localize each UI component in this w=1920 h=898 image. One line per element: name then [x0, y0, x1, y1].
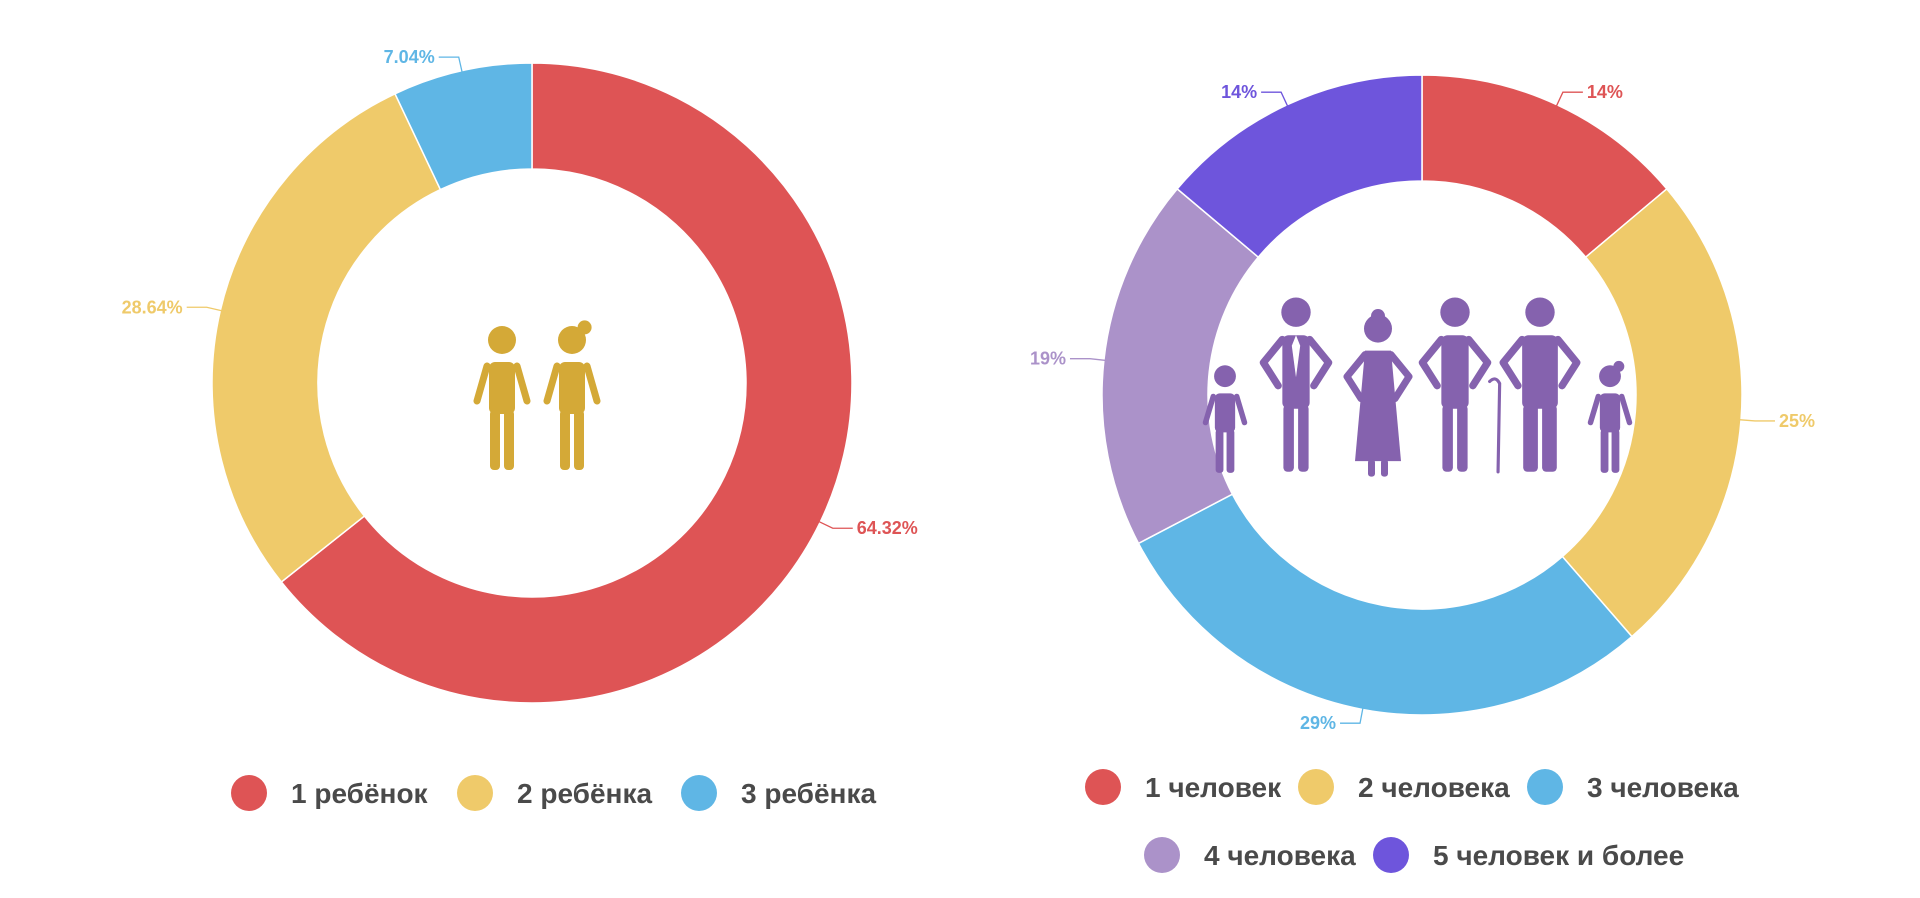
household-slice-4[interactable]: [1101, 187, 1260, 545]
household-data-label-1: 14%: [1587, 82, 1623, 102]
children-legend-swatch-3: [681, 775, 717, 811]
household-legend-label-2: 2 человека: [1358, 772, 1510, 803]
household-data-label-5: 14%: [1221, 82, 1257, 102]
family-figure-4: [1418, 297, 1502, 474]
children-legend-swatch-1: [231, 775, 267, 811]
children-legend: 1 ребёнок 2 ребёнка 3 ребёнка: [231, 775, 876, 811]
child-figure-1: [473, 326, 531, 470]
children-donut-chart: 64.32% 28.64% 7.04%: [122, 47, 918, 704]
household-legend-label-5: 5 человек и более: [1433, 840, 1684, 871]
household-legend-label-3: 3 человека: [1587, 772, 1739, 803]
household-slice-3[interactable]: [1137, 493, 1633, 716]
household-leader-line-2: [1738, 419, 1775, 422]
household-slice-2[interactable]: [1561, 187, 1743, 638]
household-legend-swatch-5: [1373, 837, 1409, 873]
family-group-icon: [1202, 297, 1633, 477]
children-leader-line-2: [186, 306, 223, 312]
household-legend-label-4: 4 человека: [1204, 840, 1356, 871]
household-data-label-4: 19%: [1030, 349, 1066, 369]
household-data-label-3: 29%: [1300, 713, 1336, 733]
children-legend-item-2-rebenka[interactable]: 2 ребёнка: [457, 775, 652, 811]
household-slice-5[interactable]: [1176, 74, 1423, 259]
children-slice-1[interactable]: [280, 62, 853, 704]
children-slice-2[interactable]: [211, 92, 442, 584]
household-legend-item-4-cheloveka[interactable]: 4 человека: [1144, 837, 1356, 873]
children-legend-label-1: 1 ребёнок: [291, 778, 429, 809]
household-legend-item-2-cheloveka[interactable]: 2 человека: [1298, 769, 1510, 805]
household-leader-line-4: [1069, 358, 1106, 362]
household-legend: 1 человек 2 человека 3 человека 4 человека 5…: [1085, 769, 1739, 873]
household-legend-swatch-2: [1298, 769, 1334, 805]
children-data-label-3: 7.04%: [384, 47, 435, 67]
household-leader-line-5: [1261, 91, 1289, 107]
children-slice-3[interactable]: [394, 62, 533, 191]
children-legend-item-3-rebenka[interactable]: 3 ребёнка: [681, 775, 876, 811]
household-legend-swatch-1: [1085, 769, 1121, 805]
children-data-label-1: 64.32%: [857, 518, 918, 538]
household-data-label-2: 25%: [1779, 411, 1815, 431]
family-figure-3: [1343, 309, 1413, 477]
children-legend-label-3: 3 ребёнка: [741, 778, 876, 809]
children-leader-line-3: [438, 56, 463, 73]
family-figure-2: [1259, 297, 1333, 472]
children-legend-item-1-rebenok[interactable]: 1 ребёнок: [231, 775, 429, 811]
household-leader-line-3: [1340, 707, 1364, 724]
family-figure-1: [1202, 365, 1248, 473]
household-legend-item-1-chelovek[interactable]: 1 человек: [1085, 769, 1282, 805]
children-data-label-2: 28.64%: [122, 297, 183, 317]
household-legend-swatch-4: [1144, 837, 1180, 873]
household-legend-label-1: 1 человек: [1145, 772, 1282, 803]
children-legend-swatch-2: [457, 775, 493, 811]
household-legend-item-3-cheloveka[interactable]: 3 человека: [1527, 769, 1739, 805]
household-leader-line-1: [1555, 91, 1583, 107]
child-figure-2: [543, 320, 601, 470]
children-legend-label-2: 2 ребёнка: [517, 778, 652, 809]
household-donut-chart: 14% 25% 29% 19% 14%: [1030, 74, 1815, 733]
household-legend-item-5-chelovek-i-bolee[interactable]: 5 человек и более: [1373, 837, 1684, 873]
children-leader-line-1: [818, 520, 853, 529]
family-figure-5: [1499, 297, 1581, 472]
family-figure-6: [1587, 360, 1633, 473]
two-children-icon: [473, 320, 601, 470]
household-legend-swatch-3: [1527, 769, 1563, 805]
